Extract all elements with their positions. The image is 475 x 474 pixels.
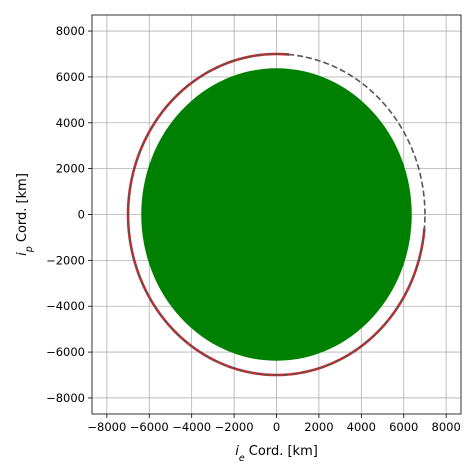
y-tick-label: 2000	[56, 162, 85, 176]
x-tick-label: 8000	[432, 420, 461, 434]
y-tick-label: 6000	[56, 70, 85, 84]
y-tick-label: 8000	[56, 24, 85, 38]
x-axis-label: ie Cord. [km]	[235, 444, 318, 464]
y-axis-label: ip Cord. [km]	[15, 173, 35, 256]
plot-area	[126, 52, 426, 377]
earth-disk	[141, 68, 412, 361]
y-tick-label: 4000	[56, 116, 85, 130]
y-tick-label: 0	[78, 208, 85, 222]
x-tick-label: 2000	[304, 420, 333, 434]
x-tick-label: 4000	[347, 420, 376, 434]
x-tick-label: 6000	[389, 420, 418, 434]
x-tick-label: 0	[273, 420, 280, 434]
x-tick-label: −6000	[130, 420, 169, 434]
x-tick-label: −4000	[172, 420, 211, 434]
y-tick-label: −6000	[46, 345, 85, 359]
y-tick-label: −2000	[46, 253, 85, 267]
x-tick-label: −8000	[87, 420, 126, 434]
axis-ticks: −8000 −6000 −4000 −2000 0 2000 4000 6000 8000−80…	[46, 24, 461, 434]
x-tick-label: −2000	[215, 420, 254, 434]
series-orbit-propagated-overlay	[127, 53, 426, 376]
y-tick-label: −8000	[46, 391, 85, 405]
y-tick-label: −4000	[46, 299, 85, 313]
